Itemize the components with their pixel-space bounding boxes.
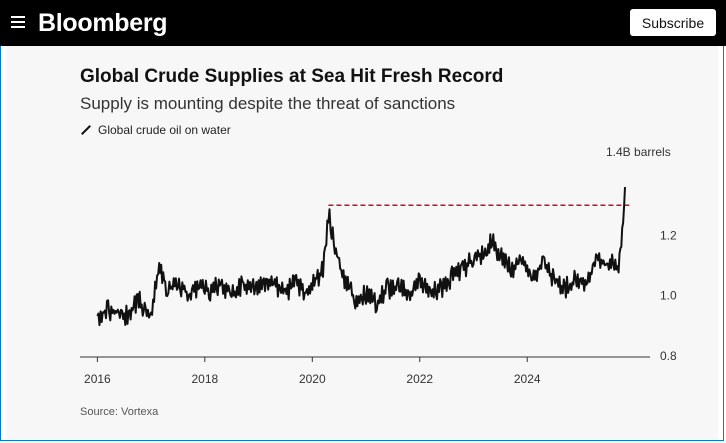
x-tick-label: 2016	[84, 372, 111, 386]
series-line-global-crude	[96, 187, 626, 327]
x-tick-label: 2024	[514, 372, 541, 386]
y-tick-label: 1.0	[660, 289, 677, 303]
chart-title: Global Crude Supplies at Sea Hit Fresh R…	[80, 66, 504, 87]
chart-legend: Global crude oil on water	[80, 123, 231, 137]
y-tick-label: 1.2	[660, 228, 677, 242]
brand-logo[interactable]: Bloomberg	[38, 9, 168, 37]
hamburger-menu-icon[interactable]	[11, 16, 25, 28]
chart-axes	[80, 356, 650, 362]
subscribe-button[interactable]: Subscribe	[630, 9, 716, 36]
legend-label: Global crude oil on water	[98, 123, 231, 137]
chart-card	[6, 46, 718, 440]
x-tick-label: 2018	[191, 372, 218, 386]
chart-source: Source: Vortexa	[80, 406, 159, 418]
x-tick-label: 2022	[406, 372, 433, 386]
chart-subtitle: Supply is mounting despite the threat of…	[80, 94, 456, 113]
series-end-label: 1.4B barrels	[606, 145, 671, 159]
tick-labels: 2016 2018 2020 2022 2024 0.8 1.0 1.2	[84, 228, 677, 386]
y-tick-label: 0.8	[660, 349, 677, 363]
x-tick-label: 2020	[299, 372, 326, 386]
series-layer	[96, 187, 626, 327]
top-navigation-bar: Bloomberg Subscribe	[0, 0, 726, 46]
